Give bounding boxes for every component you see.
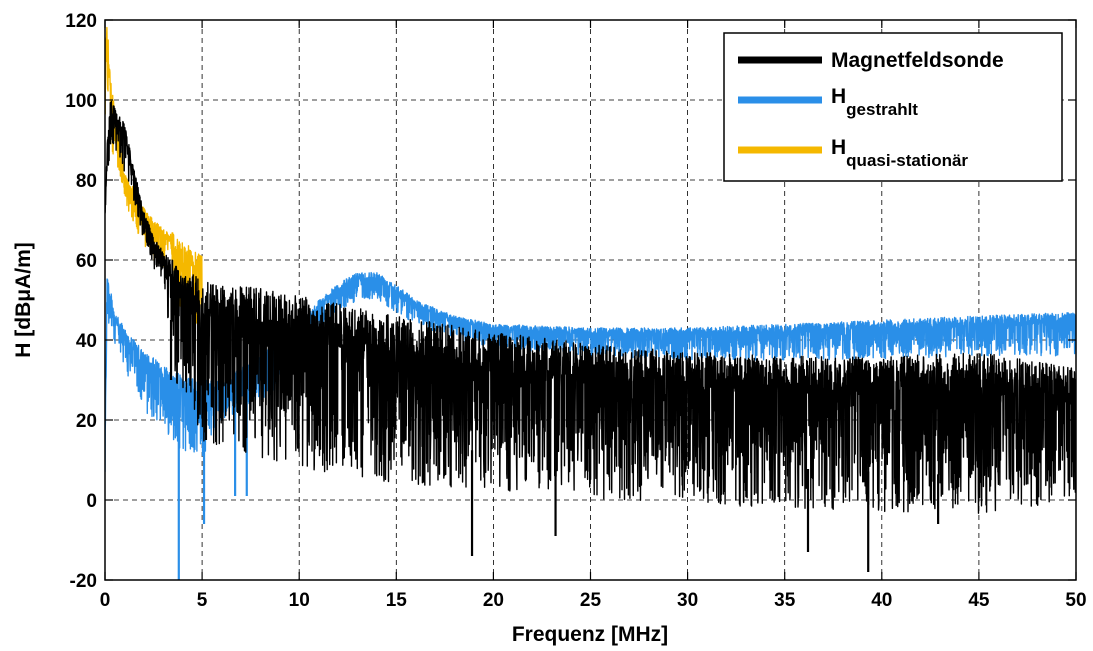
y-tick-label: 20 bbox=[76, 411, 97, 432]
y-tick-label: 120 bbox=[65, 11, 97, 32]
legend: Magnetfeldsonde Hgestrahlt Hquasi-statio… bbox=[723, 32, 1063, 182]
x-tick-label: 10 bbox=[289, 590, 310, 611]
y-tick-label: 40 bbox=[76, 331, 97, 352]
legend-label-gestrahlt-main: H bbox=[831, 85, 846, 108]
y-tick-label: 60 bbox=[76, 251, 97, 272]
tick-marks bbox=[104, 19, 1077, 581]
x-tick-label: 25 bbox=[580, 590, 602, 611]
legend-label-quasi-stationaer: Hquasi-stationär bbox=[831, 136, 968, 170]
x-tick-labels: 0 5 10 15 20 25 30 35 40 45 50 bbox=[100, 590, 1087, 611]
x-tick-label: 45 bbox=[968, 590, 990, 611]
y-tick-label: 100 bbox=[65, 91, 97, 112]
x-tick-label: 0 bbox=[100, 590, 111, 611]
y-tick-label: 80 bbox=[76, 171, 97, 192]
legend-label-quasi-stationaer-sub: quasi-stationär bbox=[846, 151, 968, 170]
y-tick-labels: -20 0 20 40 60 80 100 120 bbox=[65, 11, 97, 592]
y-tick-label: 0 bbox=[86, 491, 97, 512]
x-tick-label: 15 bbox=[386, 590, 408, 611]
legend-label-gestrahlt-sub: gestrahlt bbox=[846, 100, 918, 119]
y-tick-label: -20 bbox=[70, 571, 97, 592]
legend-label-magnetfeldsonde: Magnetfeldsonde bbox=[831, 49, 1004, 72]
x-tick-label: 35 bbox=[774, 590, 796, 611]
x-tick-label: 5 bbox=[197, 590, 208, 611]
x-tick-label: 30 bbox=[677, 590, 698, 611]
series-line-0 bbox=[105, 100, 1076, 514]
x-tick-label: 40 bbox=[871, 590, 892, 611]
legend-label-gestrahlt: Hgestrahlt bbox=[831, 85, 918, 119]
x-tick-label: 50 bbox=[1065, 590, 1086, 611]
x-tick-label: 20 bbox=[483, 590, 504, 611]
legend-label-quasi-stationaer-main: H bbox=[831, 136, 846, 159]
series-layer bbox=[105, 26, 1076, 580]
x-axis-label: Frequenz [MHz] bbox=[512, 623, 668, 646]
y-axis-label: H [dBμA/m] bbox=[12, 242, 35, 358]
